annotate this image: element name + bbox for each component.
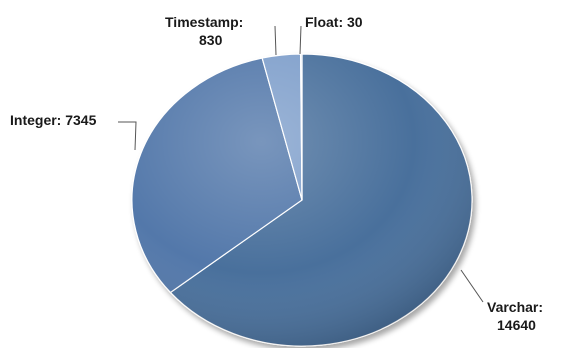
pie-labels: Varchar: 14640 Integer: 7345 Timestamp: 830 F… — [10, 14, 543, 333]
pie-slices — [131, 53, 473, 347]
data-label-integer: Integer: 7345 — [10, 112, 97, 128]
data-label-float: Float: 30 — [305, 14, 363, 30]
data-label-timestamp: Timestamp: 830 — [165, 14, 243, 48]
leader-line-float — [299, 25, 302, 55]
data-label-varchar: Varchar: 14640 — [487, 299, 543, 333]
leader-line-integer — [118, 121, 137, 151]
leader-line-timestamp — [274, 25, 277, 56]
leader-line-varchar — [460, 269, 484, 303]
